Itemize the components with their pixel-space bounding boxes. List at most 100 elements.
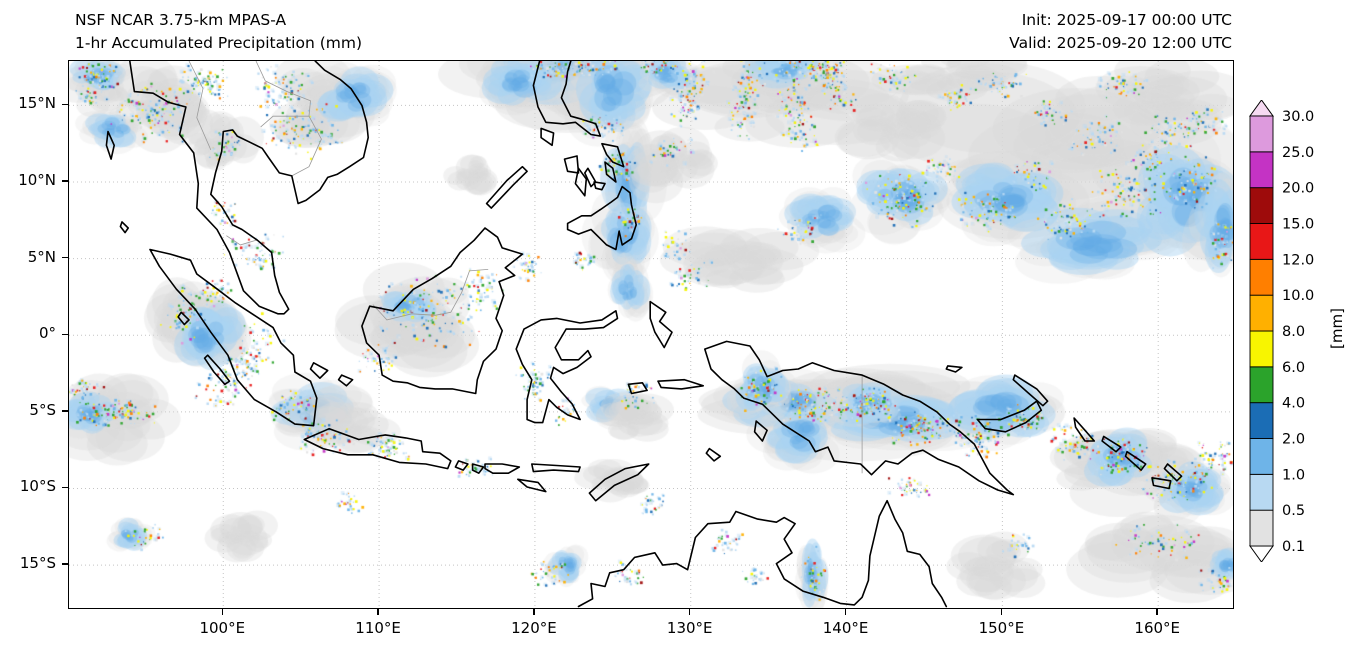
- x-tick-mark: [688, 609, 691, 615]
- coastline-luzon: [532, 61, 602, 137]
- coastline-andaman: [105, 130, 115, 160]
- x-tick-mark: [1156, 609, 1158, 615]
- colorbar-tick-label: 25.0: [1282, 145, 1314, 161]
- colorbar-tick-label: 2.0: [1282, 432, 1305, 448]
- y-tick-label: 5°S: [29, 400, 56, 419]
- x-tick-label: 120°E: [511, 619, 557, 637]
- coastline-mentawai: [203, 354, 231, 386]
- coastline-bougainville: [1073, 417, 1096, 442]
- y-tick-label: 15°S: [19, 554, 56, 573]
- x-tick-mark: [377, 609, 379, 615]
- colorbar-tick-label: 1.0: [1282, 467, 1305, 483]
- coastline-palawan: [485, 165, 528, 209]
- y-tick-label: 5°N: [27, 247, 56, 266]
- colorbar-tick-label: 15.0: [1282, 217, 1314, 233]
- coastline-seram: [657, 378, 704, 390]
- coastline-tanimbar: [705, 447, 722, 462]
- colorbar-segment: [1249, 294, 1274, 332]
- coastline-halmahera: [649, 300, 673, 349]
- colorbar-segment: [1249, 366, 1274, 404]
- colorbar-under-arrow: [1249, 545, 1274, 562]
- product-title: 1-hr Accumulated Precipitation (mm): [75, 34, 362, 52]
- valid-time: Valid: 2025-09-20 12:00 UTC: [1009, 34, 1232, 52]
- model-title: NSF NCAR 3.75-km MPAS-A: [75, 11, 287, 29]
- colorbar-segment: [1249, 330, 1274, 368]
- coastline-guadalcanal: [1151, 477, 1172, 490]
- country-border: [255, 61, 311, 128]
- x-tick-label: 160°E: [1134, 619, 1181, 637]
- x-tick-label: 130°E: [666, 619, 713, 637]
- colorbar-unit-label: [mm]: [1328, 308, 1346, 349]
- coastline-samar: [601, 142, 625, 168]
- map-plot-area: [68, 60, 1234, 609]
- y-tick-label: 0°: [38, 324, 56, 343]
- coastline-negros: [574, 167, 588, 197]
- coastline-choiseul: [1101, 435, 1122, 453]
- colorbar-segment: [1249, 115, 1274, 153]
- colorbar-tick-label: 4.0: [1282, 396, 1305, 412]
- x-tick-mark: [221, 609, 223, 615]
- colorbar-segment: [1249, 258, 1274, 296]
- colorbar-tick-label: 6.0: [1282, 360, 1305, 376]
- coastline-borneo: [361, 227, 524, 395]
- x-tick-label: 100°E: [199, 619, 246, 637]
- coastline-mindanao: [566, 185, 637, 251]
- colorbar-segment: [1249, 402, 1274, 439]
- coastline-nias: [177, 311, 190, 326]
- coastline-timor: [588, 463, 650, 502]
- coastline-flores: [531, 463, 581, 473]
- coastline-mindoro: [540, 127, 555, 147]
- colorbar-tick-label: 0.5: [1282, 503, 1305, 519]
- x-tick-label: 150°E: [978, 619, 1025, 637]
- colorbar-tick-label: 12.0: [1282, 252, 1314, 268]
- figure-times: Init: 2025-09-17 00:00 UTC Valid: 2025-0…: [1009, 9, 1232, 55]
- init-time: Init: 2025-09-17 00:00 UTC: [1021, 11, 1232, 29]
- x-tick-label: 140°E: [822, 619, 869, 637]
- coastline-seasia-mainland: [129, 61, 369, 315]
- y-tick-label: 10°N: [18, 171, 56, 190]
- coastline-bangka: [309, 362, 329, 379]
- country-border: [291, 116, 322, 177]
- coastline-new-britain: [976, 400, 1043, 433]
- country-border: [226, 235, 257, 246]
- colorbar-segment: [1249, 438, 1274, 475]
- y-tick-label: 10°S: [19, 477, 56, 496]
- coastline-australia: [577, 499, 948, 608]
- coastline-cebu: [584, 167, 597, 188]
- colorbar-tick-label: 0.1: [1282, 539, 1305, 555]
- coastline-java: [303, 427, 452, 470]
- coastline-belitung: [337, 374, 354, 387]
- coastline-sumbawa: [484, 463, 521, 474]
- colorbar-tick-label: 10.0: [1282, 288, 1314, 304]
- coastline-sumatra: [149, 248, 318, 427]
- coastline-sumba: [517, 478, 547, 493]
- x-tick-mark: [844, 609, 847, 615]
- colorbar-segment: [1249, 187, 1274, 224]
- y-tick-label: 15°N: [18, 94, 56, 113]
- coastline-bali: [454, 460, 469, 471]
- coastline-new-ireland: [1012, 374, 1049, 407]
- x-tick-mark: [1000, 609, 1003, 615]
- precipitation-layer: [69, 61, 1233, 608]
- coastline-leyte: [604, 161, 617, 183]
- x-tick-mark: [533, 609, 535, 615]
- coastline-lombok: [471, 463, 485, 474]
- coastline-aru: [753, 420, 768, 442]
- colorbar-tick-label: 20.0: [1282, 181, 1314, 197]
- colorbar-over-arrow: [1249, 100, 1274, 117]
- coastline-bohol: [593, 181, 606, 191]
- coastline-new-guinea: [704, 340, 1015, 496]
- colorbar-segment: [1249, 223, 1274, 260]
- colorbar-tick-label: 30.0: [1282, 109, 1314, 125]
- coastline-panay: [563, 155, 580, 174]
- country-border: [372, 269, 489, 321]
- coastline-santa-isabel: [1124, 450, 1147, 471]
- colorbar-tick-label: 8.0: [1282, 324, 1305, 340]
- colorbar-segment: [1249, 509, 1274, 547]
- coastline-malaita: [1163, 463, 1183, 482]
- x-tick-label: 110°E: [355, 619, 401, 637]
- colorbar-segment: [1249, 473, 1274, 511]
- coastline-manus: [945, 365, 963, 373]
- coastline-nicobar: [119, 221, 129, 234]
